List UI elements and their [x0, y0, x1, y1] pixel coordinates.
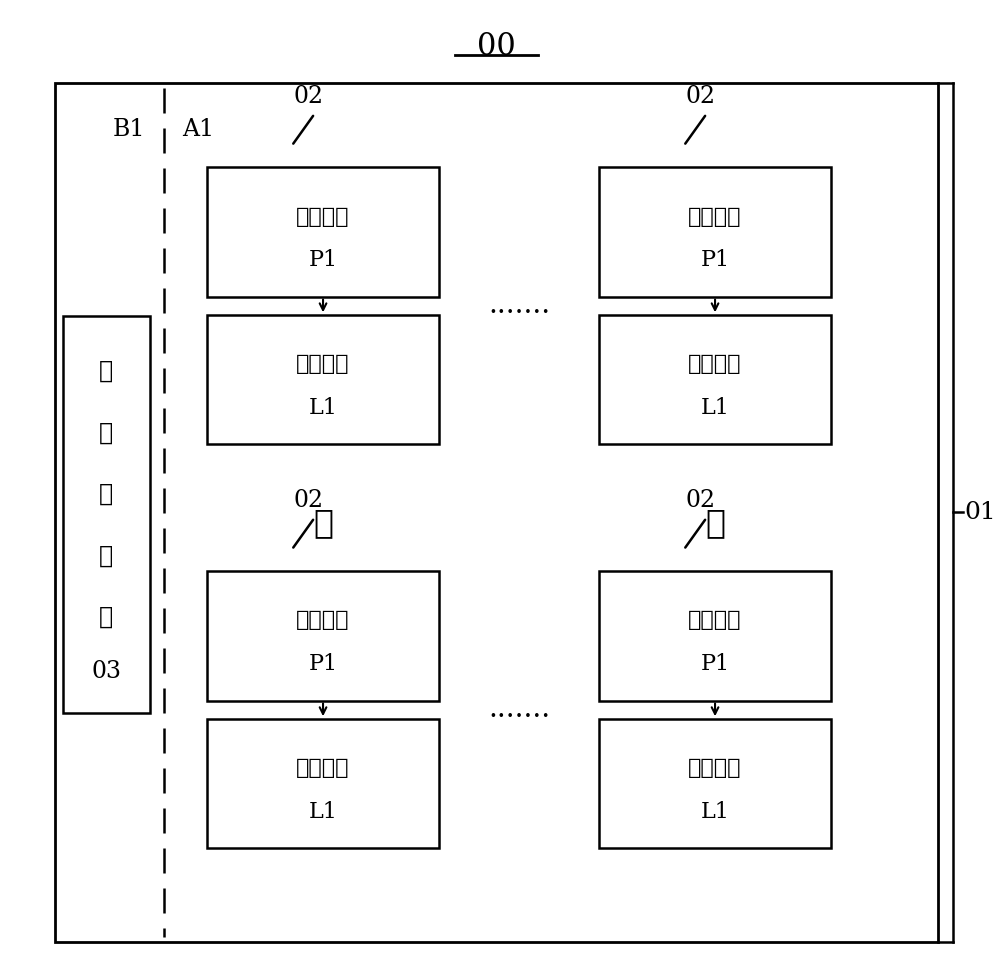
- Bar: [63, 317, 150, 713]
- Bar: [207, 168, 439, 297]
- Text: L1: L1: [309, 801, 337, 823]
- Text: .......: .......: [488, 292, 550, 319]
- Text: ⋮: ⋮: [705, 508, 725, 539]
- Text: 组: 组: [99, 605, 113, 629]
- Text: 测: 测: [99, 359, 113, 383]
- Text: 件: 件: [99, 544, 113, 567]
- Text: 发光元件: 发光元件: [688, 759, 742, 778]
- Text: A1: A1: [182, 118, 215, 141]
- Text: 发光元件: 发光元件: [688, 354, 742, 374]
- Text: 像素电路: 像素电路: [296, 611, 350, 630]
- Text: P1: P1: [308, 654, 338, 675]
- Bar: [207, 316, 439, 444]
- Bar: [55, 83, 938, 942]
- Bar: [207, 571, 439, 701]
- Text: 00: 00: [477, 31, 516, 63]
- Text: L1: L1: [701, 801, 729, 823]
- Text: 发光元件: 发光元件: [296, 354, 350, 374]
- Bar: [599, 719, 831, 849]
- Text: 02: 02: [685, 489, 715, 512]
- Text: P1: P1: [308, 250, 338, 271]
- Text: 元: 元: [99, 482, 113, 506]
- Text: 01: 01: [965, 501, 996, 524]
- Bar: [599, 316, 831, 444]
- Text: 发光元件: 发光元件: [296, 759, 350, 778]
- Text: P1: P1: [700, 654, 730, 675]
- Text: B1: B1: [113, 118, 145, 141]
- Bar: [599, 168, 831, 297]
- Text: 像素电路: 像素电路: [296, 207, 350, 226]
- Text: 试: 试: [99, 420, 113, 445]
- Text: ⋮: ⋮: [313, 508, 333, 539]
- Bar: [207, 719, 439, 849]
- Text: L1: L1: [701, 397, 729, 419]
- Text: 像素电路: 像素电路: [688, 611, 742, 630]
- Bar: [599, 571, 831, 701]
- Text: 02: 02: [293, 85, 323, 108]
- Text: P1: P1: [700, 250, 730, 271]
- Text: 像素电路: 像素电路: [688, 207, 742, 226]
- Text: 02: 02: [293, 489, 323, 512]
- Text: .......: .......: [488, 697, 550, 723]
- Text: L1: L1: [309, 397, 337, 419]
- Text: 03: 03: [91, 661, 121, 683]
- Text: 02: 02: [685, 85, 715, 108]
